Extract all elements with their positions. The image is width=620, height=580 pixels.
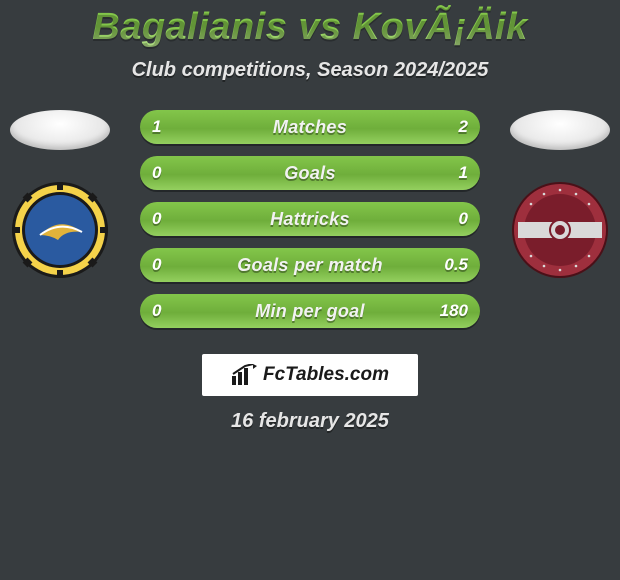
chart-icon xyxy=(231,364,257,386)
stat-right-value: 180 xyxy=(440,294,468,328)
stat-row-goals-per-match: 0 Goals per match 0.5 xyxy=(140,248,480,282)
stat-label: Goals per match xyxy=(237,255,383,276)
stat-right-value: 1 xyxy=(459,156,468,190)
player-left-column xyxy=(0,110,120,280)
brand-text: FcTables.com xyxy=(263,364,389,386)
player-left-silhouette xyxy=(10,110,110,150)
stat-left-value: 0 xyxy=(152,248,161,282)
comparison-title: Bagalianis vs KovÃ¡Äik xyxy=(0,0,620,49)
crest-left-icon xyxy=(10,180,110,280)
stat-left-value: 0 xyxy=(152,202,161,236)
stat-label: Hattricks xyxy=(270,209,350,230)
stat-right-value: 2 xyxy=(459,110,468,144)
comparison-card: Bagalianis vs KovÃ¡Äik Club competitions… xyxy=(0,0,620,580)
stat-right-value: 0 xyxy=(459,202,468,236)
zeleziarne-podbrezova-crest xyxy=(510,180,610,280)
stat-row-hattricks: 0 Hattricks 0 xyxy=(140,202,480,236)
crest-right-icon xyxy=(510,180,610,280)
stat-right-value: 0.5 xyxy=(444,248,468,282)
stat-row-goals: 0 Goals 1 xyxy=(140,156,480,190)
stat-bars: 1 Matches 2 0 Goals 1 0 Hattricks 0 0 Go… xyxy=(140,110,480,340)
stat-label: Goals xyxy=(284,163,336,184)
stat-label: Min per goal xyxy=(255,301,365,322)
stal-mielec-crest xyxy=(10,180,110,280)
stat-left-value: 0 xyxy=(152,294,161,328)
player-right-column xyxy=(500,110,620,280)
comparison-date: 16 february 2025 xyxy=(0,410,620,433)
player-right-silhouette xyxy=(510,110,610,150)
stat-left-value: 0 xyxy=(152,156,161,190)
brand-badge: FcTables.com xyxy=(202,354,418,396)
stat-left-value: 1 xyxy=(152,110,161,144)
stat-label: Matches xyxy=(273,117,347,138)
stat-row-matches: 1 Matches 2 xyxy=(140,110,480,144)
stat-row-min-per-goal: 0 Min per goal 180 xyxy=(140,294,480,328)
comparison-subtitle: Club competitions, Season 2024/2025 xyxy=(0,59,620,82)
